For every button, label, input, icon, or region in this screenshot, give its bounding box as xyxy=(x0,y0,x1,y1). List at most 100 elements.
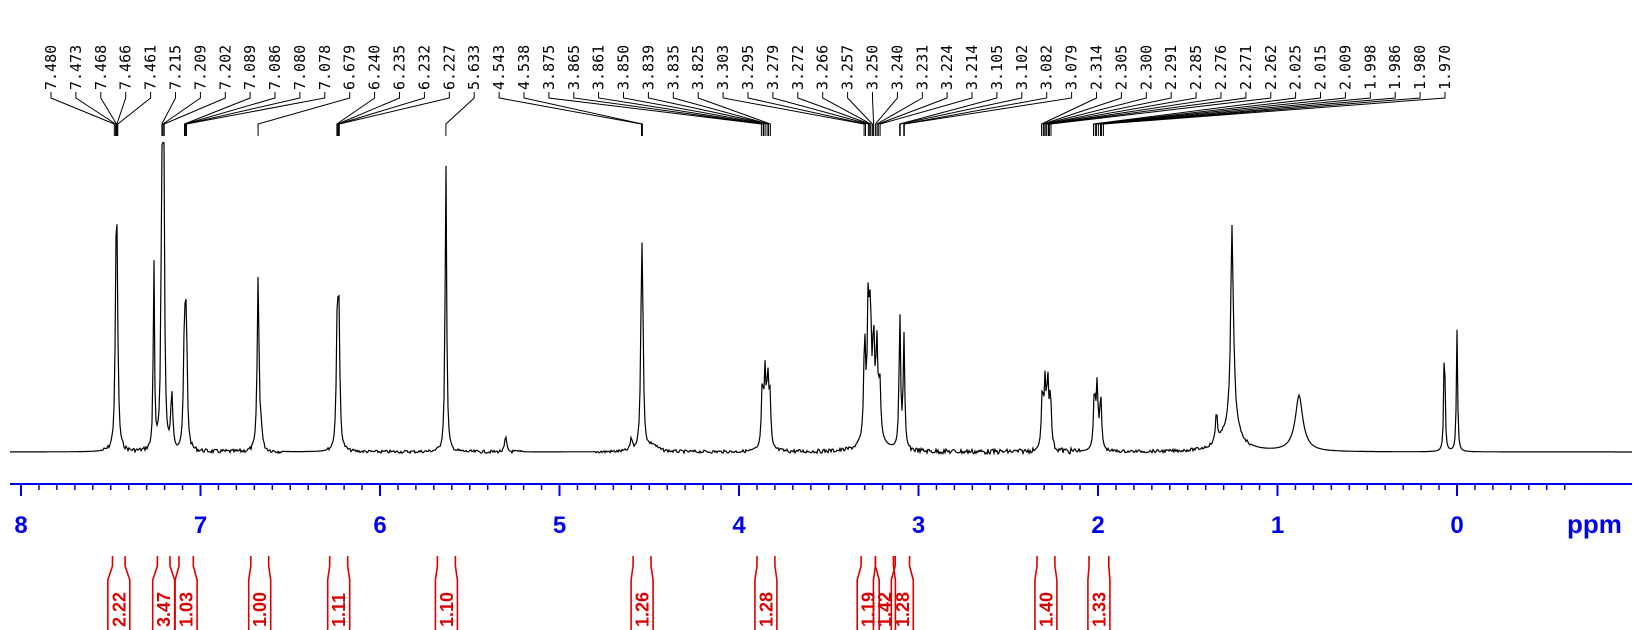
integral-value: 1.28 xyxy=(756,592,776,627)
integral-value: 2.22 xyxy=(109,592,129,627)
peak-label: 5.633 xyxy=(465,45,483,90)
peak-label: 7.468 xyxy=(92,45,110,90)
peak-leader-line xyxy=(117,92,152,136)
peak-label: 4.538 xyxy=(515,45,533,90)
x-tick-label: 7 xyxy=(194,512,207,539)
peak-label: 2.025 xyxy=(1287,45,1305,90)
x-tick-label: 5 xyxy=(553,512,566,539)
peak-leader-line xyxy=(847,92,873,136)
peak-leader-line xyxy=(872,92,875,136)
peak-label: 3.861 xyxy=(590,45,608,90)
peak-leader-line xyxy=(903,92,1048,136)
integral-bracket xyxy=(872,556,897,630)
integral-value: 1.00 xyxy=(250,592,270,627)
integral-bracket xyxy=(1087,556,1111,630)
peak-leader-line xyxy=(1050,92,1272,136)
peak-leader-line xyxy=(874,92,898,136)
peak-leader-line xyxy=(50,92,115,136)
integral-value: 1.42 xyxy=(875,592,895,627)
peak-leader-line xyxy=(697,92,771,136)
spectrum-layer xyxy=(10,141,1632,456)
x-tick-label: 8 xyxy=(14,512,27,539)
x-tick-label: 0 xyxy=(1450,512,1463,539)
peak-leader-line xyxy=(822,92,872,136)
peak-label: 3.295 xyxy=(739,45,757,90)
peak-leader-line xyxy=(161,92,176,136)
peak-leader-line xyxy=(116,92,127,136)
peak-label: 7.080 xyxy=(291,45,309,90)
peak-leader-line xyxy=(1046,92,1197,136)
peak-label: 3.102 xyxy=(1013,45,1031,90)
peak-leader-line xyxy=(185,92,301,136)
peak-leader-line xyxy=(1048,92,1222,136)
integral-region: 1.40 xyxy=(1034,556,1058,630)
peak-label: 7.480 xyxy=(42,45,60,90)
peak-label: 3.082 xyxy=(1038,45,1056,90)
integral-bracket xyxy=(326,556,351,630)
peak-label: 7.473 xyxy=(67,45,85,90)
peak-leader-line xyxy=(879,92,973,136)
peak-leader-line xyxy=(797,92,871,136)
peak-label: 7.078 xyxy=(316,45,334,90)
integral-region: 3.47 xyxy=(151,556,176,630)
x-axis-unit-label: ppm xyxy=(1567,509,1622,539)
integral-bracket xyxy=(890,556,915,630)
peak-label: 2.262 xyxy=(1262,45,1280,90)
peak-label: 2.271 xyxy=(1237,45,1255,90)
peak-leader-line xyxy=(899,92,1023,136)
peak-label: 2.291 xyxy=(1162,45,1180,90)
peak-leader-line xyxy=(184,92,251,136)
peak-label: 6.235 xyxy=(391,45,409,90)
peak-leader-line xyxy=(338,92,450,136)
peak-label: 7.461 xyxy=(142,45,160,90)
peak-label: 6.240 xyxy=(366,45,384,90)
peak-leader-line xyxy=(876,92,923,136)
peak-label: 3.240 xyxy=(888,45,906,90)
peak-leader-line xyxy=(1042,92,1122,136)
peak-label: 1.998 xyxy=(1361,45,1379,90)
peak-label: 3.835 xyxy=(664,45,682,90)
integral-value: 3.47 xyxy=(154,592,174,627)
peak-leader-line xyxy=(445,92,475,136)
peak-label: 2.314 xyxy=(1088,45,1106,90)
peak-leader-line xyxy=(337,92,425,136)
integral-bracket xyxy=(754,556,778,630)
peak-label: 2.285 xyxy=(1187,45,1205,90)
peak-leader-line xyxy=(1045,92,1172,136)
peak-leader-line xyxy=(184,92,276,136)
integral-bracket xyxy=(630,556,654,630)
peak-label: 7.209 xyxy=(191,45,209,90)
integral-bracket xyxy=(247,556,272,630)
peak-label: 3.303 xyxy=(714,45,732,90)
integral-region: 1.03 xyxy=(174,556,198,630)
integral-region: 2.22 xyxy=(107,556,131,630)
integral-value: 1.10 xyxy=(437,592,457,627)
peak-label: 3.272 xyxy=(789,45,807,90)
peak-leader-line xyxy=(1101,92,1421,136)
peak-leader-line xyxy=(573,92,764,136)
peak-leader-line xyxy=(162,92,201,136)
integral-value: 1.33 xyxy=(1089,592,1109,627)
peak-leader-line xyxy=(772,92,869,136)
peak-leader-line xyxy=(1043,92,1147,136)
x-tick-label: 3 xyxy=(912,512,925,539)
peak-leader-line xyxy=(1093,92,1297,136)
integral-bracket xyxy=(434,556,459,630)
peak-leader-line xyxy=(548,92,762,136)
integral-region: 1.28 xyxy=(890,556,915,630)
peak-leader-line xyxy=(672,92,770,136)
peak-leader-line xyxy=(186,92,326,136)
x-tick-label: 4 xyxy=(732,512,746,539)
integral-value: 1.40 xyxy=(1036,592,1056,627)
peak-label: 2.300 xyxy=(1137,45,1155,90)
peak-leader-line xyxy=(163,92,226,136)
peak-leader-line xyxy=(1041,92,1097,136)
peak-leader-line xyxy=(877,92,948,136)
integral-region: 1.42 xyxy=(872,556,897,630)
peak-label: 3.825 xyxy=(689,45,707,90)
peak-label: 7.215 xyxy=(167,45,185,90)
peak-leader-line xyxy=(336,92,376,136)
peak-label: 3.105 xyxy=(988,45,1006,90)
x-axis: 8 7 6 5 4 3 2 1 0 ppm xyxy=(10,483,1632,539)
